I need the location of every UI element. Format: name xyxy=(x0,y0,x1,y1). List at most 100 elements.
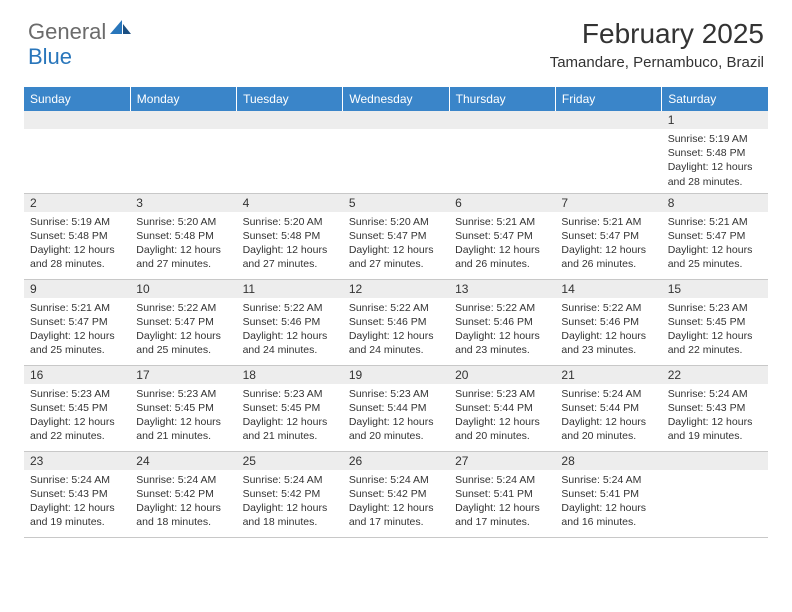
daylight-text: Daylight: 12 hours and 25 minutes. xyxy=(30,329,124,357)
calendar-cell: 18Sunrise: 5:23 AMSunset: 5:45 PMDayligh… xyxy=(237,365,343,451)
logo-text-general: General xyxy=(28,19,106,45)
calendar-cell xyxy=(449,111,555,193)
sunrise-text: Sunrise: 5:23 AM xyxy=(136,387,230,401)
day-content: Sunrise: 5:21 AMSunset: 5:47 PMDaylight:… xyxy=(24,298,130,362)
day-number: 17 xyxy=(130,366,236,384)
calendar-cell: 7Sunrise: 5:21 AMSunset: 5:47 PMDaylight… xyxy=(555,193,661,279)
calendar-cell: 2Sunrise: 5:19 AMSunset: 5:48 PMDaylight… xyxy=(24,193,130,279)
calendar-cell xyxy=(662,451,768,537)
sunrise-text: Sunrise: 5:24 AM xyxy=(243,473,337,487)
calendar-cell: 12Sunrise: 5:22 AMSunset: 5:46 PMDayligh… xyxy=(343,279,449,365)
day-content: Sunrise: 5:24 AMSunset: 5:41 PMDaylight:… xyxy=(449,470,555,534)
sunset-text: Sunset: 5:45 PM xyxy=(30,401,124,415)
day-content: Sunrise: 5:20 AMSunset: 5:48 PMDaylight:… xyxy=(237,212,343,276)
calendar-table: SundayMondayTuesdayWednesdayThursdayFrid… xyxy=(24,87,768,538)
calendar-cell: 27Sunrise: 5:24 AMSunset: 5:41 PMDayligh… xyxy=(449,451,555,537)
day-content: Sunrise: 5:21 AMSunset: 5:47 PMDaylight:… xyxy=(449,212,555,276)
sunrise-text: Sunrise: 5:23 AM xyxy=(243,387,337,401)
sunset-text: Sunset: 5:43 PM xyxy=(668,401,762,415)
calendar-cell: 13Sunrise: 5:22 AMSunset: 5:46 PMDayligh… xyxy=(449,279,555,365)
sunset-text: Sunset: 5:42 PM xyxy=(136,487,230,501)
calendar-week-row: 9Sunrise: 5:21 AMSunset: 5:47 PMDaylight… xyxy=(24,279,768,365)
sunrise-text: Sunrise: 5:20 AM xyxy=(243,215,337,229)
day-number: 6 xyxy=(449,194,555,212)
calendar-week-row: 23Sunrise: 5:24 AMSunset: 5:43 PMDayligh… xyxy=(24,451,768,537)
sunset-text: Sunset: 5:41 PM xyxy=(561,487,655,501)
location-text: Tamandare, Pernambuco, Brazil xyxy=(550,54,764,71)
calendar-body: 1Sunrise: 5:19 AMSunset: 5:48 PMDaylight… xyxy=(24,111,768,537)
calendar-cell: 10Sunrise: 5:22 AMSunset: 5:47 PMDayligh… xyxy=(130,279,236,365)
weekday-header: Sunday xyxy=(24,87,130,111)
sunrise-text: Sunrise: 5:19 AM xyxy=(30,215,124,229)
sunrise-text: Sunrise: 5:23 AM xyxy=(30,387,124,401)
logo-text-blue: Blue xyxy=(28,44,72,69)
day-content: Sunrise: 5:22 AMSunset: 5:46 PMDaylight:… xyxy=(449,298,555,362)
sunset-text: Sunset: 5:48 PM xyxy=(243,229,337,243)
calendar-cell: 1Sunrise: 5:19 AMSunset: 5:48 PMDaylight… xyxy=(662,111,768,193)
sunset-text: Sunset: 5:45 PM xyxy=(668,315,762,329)
day-number: 14 xyxy=(555,280,661,298)
daylight-text: Daylight: 12 hours and 25 minutes. xyxy=(136,329,230,357)
sunrise-text: Sunrise: 5:21 AM xyxy=(668,215,762,229)
day-number: 8 xyxy=(662,194,768,212)
daylight-text: Daylight: 12 hours and 27 minutes. xyxy=(136,243,230,271)
day-number: 27 xyxy=(449,452,555,470)
calendar-cell xyxy=(555,111,661,193)
daylight-text: Daylight: 12 hours and 16 minutes. xyxy=(561,501,655,529)
day-content: Sunrise: 5:19 AMSunset: 5:48 PMDaylight:… xyxy=(24,212,130,276)
calendar-cell: 22Sunrise: 5:24 AMSunset: 5:43 PMDayligh… xyxy=(662,365,768,451)
sunrise-text: Sunrise: 5:19 AM xyxy=(668,132,762,146)
daylight-text: Daylight: 12 hours and 25 minutes. xyxy=(668,243,762,271)
day-number: 22 xyxy=(662,366,768,384)
weekday-header: Friday xyxy=(555,87,661,111)
logo-sail-icon xyxy=(110,18,132,39)
day-number-empty xyxy=(662,452,768,470)
calendar-cell: 16Sunrise: 5:23 AMSunset: 5:45 PMDayligh… xyxy=(24,365,130,451)
sunset-text: Sunset: 5:46 PM xyxy=(561,315,655,329)
day-number: 11 xyxy=(237,280,343,298)
daylight-text: Daylight: 12 hours and 19 minutes. xyxy=(30,501,124,529)
sunset-text: Sunset: 5:44 PM xyxy=(561,401,655,415)
day-number-empty xyxy=(343,111,449,129)
day-content: Sunrise: 5:23 AMSunset: 5:45 PMDaylight:… xyxy=(130,384,236,448)
day-content: Sunrise: 5:20 AMSunset: 5:48 PMDaylight:… xyxy=(130,212,236,276)
sunrise-text: Sunrise: 5:22 AM xyxy=(455,301,549,315)
sunset-text: Sunset: 5:44 PM xyxy=(455,401,549,415)
day-content: Sunrise: 5:24 AMSunset: 5:44 PMDaylight:… xyxy=(555,384,661,448)
sunset-text: Sunset: 5:46 PM xyxy=(349,315,443,329)
weekday-header: Monday xyxy=(130,87,236,111)
daylight-text: Daylight: 12 hours and 21 minutes. xyxy=(136,415,230,443)
day-content: Sunrise: 5:21 AMSunset: 5:47 PMDaylight:… xyxy=(662,212,768,276)
day-number: 26 xyxy=(343,452,449,470)
logo-part2-wrap: Blue xyxy=(28,44,72,70)
sunrise-text: Sunrise: 5:23 AM xyxy=(349,387,443,401)
calendar-cell: 24Sunrise: 5:24 AMSunset: 5:42 PMDayligh… xyxy=(130,451,236,537)
day-content: Sunrise: 5:22 AMSunset: 5:46 PMDaylight:… xyxy=(343,298,449,362)
calendar-week-row: 2Sunrise: 5:19 AMSunset: 5:48 PMDaylight… xyxy=(24,193,768,279)
logo: General xyxy=(28,18,134,45)
daylight-text: Daylight: 12 hours and 24 minutes. xyxy=(243,329,337,357)
sunset-text: Sunset: 5:42 PM xyxy=(243,487,337,501)
sunset-text: Sunset: 5:44 PM xyxy=(349,401,443,415)
day-number: 9 xyxy=(24,280,130,298)
sunrise-text: Sunrise: 5:22 AM xyxy=(561,301,655,315)
day-number-empty xyxy=(130,111,236,129)
day-content: Sunrise: 5:23 AMSunset: 5:45 PMDaylight:… xyxy=(662,298,768,362)
day-number-empty xyxy=(237,111,343,129)
calendar-cell xyxy=(237,111,343,193)
sunrise-text: Sunrise: 5:23 AM xyxy=(668,301,762,315)
calendar-cell: 9Sunrise: 5:21 AMSunset: 5:47 PMDaylight… xyxy=(24,279,130,365)
sunrise-text: Sunrise: 5:20 AM xyxy=(349,215,443,229)
daylight-text: Daylight: 12 hours and 28 minutes. xyxy=(668,160,762,188)
daylight-text: Daylight: 12 hours and 28 minutes. xyxy=(30,243,124,271)
sunset-text: Sunset: 5:47 PM xyxy=(30,315,124,329)
daylight-text: Daylight: 12 hours and 20 minutes. xyxy=(455,415,549,443)
calendar-cell: 15Sunrise: 5:23 AMSunset: 5:45 PMDayligh… xyxy=(662,279,768,365)
sunset-text: Sunset: 5:46 PM xyxy=(243,315,337,329)
day-number: 19 xyxy=(343,366,449,384)
sunset-text: Sunset: 5:43 PM xyxy=(30,487,124,501)
weekday-header: Saturday xyxy=(662,87,768,111)
weekday-header: Thursday xyxy=(449,87,555,111)
sunrise-text: Sunrise: 5:24 AM xyxy=(349,473,443,487)
day-content: Sunrise: 5:24 AMSunset: 5:41 PMDaylight:… xyxy=(555,470,661,534)
